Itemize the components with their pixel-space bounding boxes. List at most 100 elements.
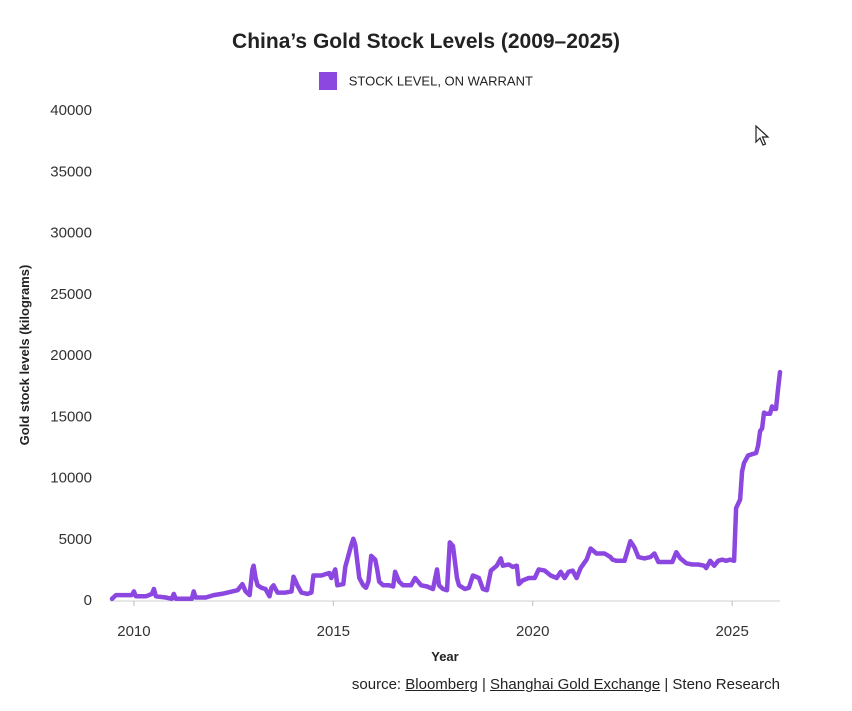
data-point bbox=[717, 559, 720, 562]
x-tick-label: 2025 bbox=[715, 623, 748, 640]
data-point bbox=[732, 559, 736, 562]
data-point bbox=[362, 584, 365, 587]
data-point bbox=[441, 587, 445, 591]
data-point bbox=[455, 576, 459, 580]
data-point bbox=[705, 566, 708, 570]
data-point bbox=[152, 587, 156, 591]
legend-swatch bbox=[319, 72, 338, 90]
legend: STOCK LEVEL, ON WARRANT bbox=[0, 72, 852, 90]
y-tick-label: 40000 bbox=[50, 102, 92, 119]
data-point bbox=[334, 568, 337, 571]
data-point bbox=[276, 591, 279, 594]
data-point bbox=[537, 568, 540, 571]
data-point bbox=[457, 584, 461, 587]
source-steno-research: Steno Research bbox=[672, 676, 780, 693]
source-link-bloomberg[interactable]: Bloomberg bbox=[405, 676, 478, 693]
data-point bbox=[637, 555, 640, 559]
data-point bbox=[555, 576, 558, 580]
data-point bbox=[511, 565, 514, 569]
data-point bbox=[691, 563, 694, 566]
data-point bbox=[527, 576, 530, 580]
data-point bbox=[445, 589, 449, 592]
data-point bbox=[388, 584, 391, 587]
data-point bbox=[685, 562, 688, 565]
data-point bbox=[754, 451, 758, 455]
y-tick-label: 0 bbox=[84, 592, 92, 609]
source-separator: | bbox=[660, 676, 673, 693]
data-point bbox=[164, 596, 167, 599]
data-point bbox=[376, 568, 379, 571]
data-point bbox=[292, 575, 295, 578]
data-point bbox=[521, 579, 524, 582]
axes: 0 5000 10000 15000 20000 25000 30000 35000 40000… bbox=[17, 102, 780, 664]
data-point bbox=[419, 584, 423, 587]
data-point bbox=[437, 584, 441, 587]
data-point bbox=[764, 412, 768, 415]
data-point bbox=[742, 461, 746, 464]
data-point bbox=[256, 584, 259, 587]
data-point bbox=[633, 546, 636, 549]
data-point bbox=[272, 584, 275, 587]
data-point bbox=[738, 498, 742, 501]
data-point bbox=[675, 551, 678, 554]
data-point bbox=[392, 585, 395, 588]
x-tick-label: 2015 bbox=[317, 623, 350, 640]
x-tick-label: 2010 bbox=[117, 623, 150, 640]
data-point bbox=[643, 557, 646, 560]
data-point bbox=[374, 558, 377, 561]
data-point bbox=[703, 564, 706, 567]
series-group bbox=[109, 369, 783, 602]
data-point bbox=[264, 587, 267, 591]
y-tick-label: 5000 bbox=[59, 531, 92, 548]
data-point bbox=[756, 444, 760, 447]
data-point bbox=[431, 587, 435, 591]
data-point bbox=[725, 559, 728, 562]
data-point bbox=[559, 570, 562, 573]
data-point bbox=[728, 558, 732, 561]
data-point bbox=[750, 453, 754, 456]
data-point bbox=[589, 547, 592, 550]
data-point bbox=[495, 564, 498, 567]
data-point bbox=[172, 592, 175, 596]
data-point bbox=[370, 554, 373, 558]
data-point bbox=[397, 580, 401, 583]
data-point bbox=[367, 580, 370, 583]
data-point bbox=[425, 585, 429, 588]
data-point bbox=[671, 560, 674, 564]
data-point bbox=[144, 595, 148, 598]
legend-label: STOCK LEVEL, ON WARRANT bbox=[348, 73, 533, 89]
data-point bbox=[611, 558, 614, 561]
data-point bbox=[471, 574, 475, 577]
data-point bbox=[170, 597, 173, 600]
data-point bbox=[114, 593, 118, 597]
data-point bbox=[401, 584, 405, 587]
data-point bbox=[251, 568, 254, 571]
source-link-shanghai-gold-exchange[interactable]: Shanghai Gold Exchange bbox=[490, 676, 661, 693]
data-point bbox=[485, 589, 489, 592]
data-point bbox=[709, 559, 712, 562]
data-point bbox=[154, 595, 158, 598]
y-tick-label: 30000 bbox=[50, 225, 92, 242]
data-point bbox=[543, 569, 546, 572]
chart-title: China’s Gold Stock Levels (2009–2025) bbox=[232, 30, 620, 53]
y-tick-label: 35000 bbox=[50, 163, 92, 180]
data-point bbox=[306, 592, 309, 596]
data-point bbox=[310, 591, 313, 594]
data-point bbox=[501, 564, 504, 567]
series-line-0 bbox=[109, 369, 783, 602]
data-point bbox=[533, 576, 536, 580]
data-point bbox=[268, 595, 271, 598]
data-point bbox=[653, 552, 656, 555]
data-point bbox=[778, 370, 782, 374]
data-point bbox=[248, 593, 251, 597]
data-point bbox=[336, 584, 339, 587]
data-point bbox=[515, 564, 518, 567]
data-point bbox=[130, 593, 134, 597]
data-point bbox=[236, 589, 239, 592]
y-tick-label: 25000 bbox=[50, 286, 92, 303]
data-point bbox=[409, 584, 413, 587]
data-point bbox=[241, 582, 244, 586]
data-point bbox=[499, 557, 502, 560]
data-point bbox=[124, 593, 128, 597]
data-point bbox=[290, 590, 293, 593]
